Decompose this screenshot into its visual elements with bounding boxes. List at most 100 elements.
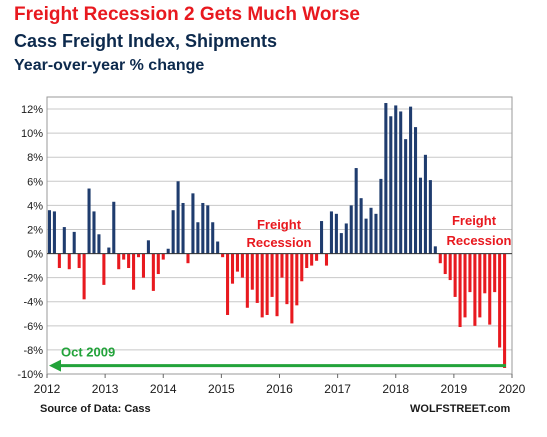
bar	[290, 253, 294, 324]
bar	[329, 211, 333, 254]
bar	[468, 253, 472, 293]
bar	[463, 253, 467, 318]
bar	[404, 139, 408, 254]
bar	[364, 218, 368, 254]
bar	[285, 253, 289, 305]
bar	[230, 253, 235, 284]
x-tick-label: 2017	[324, 382, 351, 396]
bar	[295, 253, 299, 306]
bar	[211, 222, 215, 254]
bar	[132, 253, 136, 290]
bar	[141, 253, 145, 278]
bar	[315, 253, 319, 261]
bar	[443, 253, 447, 275]
chart-subtitle: Cass Freight Index, Shipments	[14, 31, 278, 51]
bar	[409, 106, 413, 254]
bar	[201, 202, 205, 254]
recession-annotation: Freight	[452, 213, 497, 228]
x-tick-label: 2019	[441, 382, 468, 396]
bar	[117, 253, 121, 270]
bar	[369, 207, 373, 254]
bar	[57, 253, 61, 269]
bar	[226, 253, 230, 315]
bar	[374, 213, 378, 254]
bar	[250, 253, 254, 290]
chart-unit-label: Year-over-year % change	[14, 57, 205, 74]
bar	[216, 241, 220, 254]
bar	[423, 154, 427, 254]
bar	[166, 248, 170, 254]
bar	[72, 231, 76, 254]
y-tick-label: 6%	[27, 176, 43, 188]
bar	[161, 253, 165, 260]
bar	[324, 253, 329, 266]
bar	[245, 253, 249, 308]
bar	[458, 253, 462, 328]
bar	[102, 253, 106, 285]
bar	[334, 213, 338, 254]
bar	[320, 221, 324, 254]
y-tick-label: -2%	[23, 273, 43, 285]
recession-annotation: Recession	[446, 233, 511, 248]
y-tick-label: 2%	[27, 224, 43, 236]
bar	[107, 247, 111, 254]
y-tick-label: -6%	[23, 321, 43, 333]
y-tick-label: -8%	[23, 345, 43, 357]
y-tick-label: 10%	[21, 128, 43, 140]
bar	[47, 210, 52, 254]
chart-title: Freight Recession 2 Gets Much Worse	[14, 4, 360, 25]
recession-annotation: Recession	[246, 235, 311, 250]
x-tick-label: 2018	[382, 382, 409, 396]
bar	[379, 178, 383, 254]
bar	[503, 253, 507, 368]
bar	[127, 253, 131, 269]
y-tick-label: 4%	[27, 200, 43, 212]
x-tick-label: 2020	[499, 382, 526, 396]
bar	[196, 222, 200, 254]
bar	[493, 253, 497, 293]
bar	[359, 198, 363, 254]
bar	[171, 210, 175, 254]
bar	[280, 253, 284, 278]
bar	[92, 211, 96, 254]
bar	[151, 253, 155, 291]
bar	[82, 253, 86, 300]
bar	[255, 253, 259, 303]
bar	[270, 253, 274, 297]
bar	[191, 193, 195, 254]
brand-label: WOLFSTREET.com	[410, 403, 511, 415]
bar	[389, 116, 393, 254]
bar	[483, 253, 487, 294]
bar	[265, 253, 269, 315]
y-tick-label: 12%	[21, 104, 43, 116]
y-tick-label: 8%	[27, 152, 43, 164]
bar	[414, 127, 418, 254]
bar	[186, 253, 190, 264]
recession-annotation: Freight	[257, 217, 302, 232]
bar	[453, 253, 457, 297]
y-tick-label: 0%	[27, 249, 43, 261]
bar	[275, 253, 279, 317]
x-tick-label: 2014	[150, 382, 177, 396]
bar	[77, 253, 81, 269]
bar	[156, 253, 160, 275]
bar	[488, 253, 492, 325]
bar	[305, 253, 309, 269]
bar	[418, 177, 423, 254]
x-tick-label: 2013	[92, 382, 119, 396]
bar	[206, 205, 210, 254]
bar	[235, 253, 239, 272]
y-tick-label: -4%	[23, 297, 43, 309]
bar	[433, 246, 437, 254]
bar	[428, 180, 432, 254]
bar	[448, 253, 452, 281]
bar	[498, 253, 502, 348]
oct-2009-label: Oct 2009	[61, 345, 115, 360]
bar	[478, 253, 482, 318]
bar	[399, 111, 403, 254]
bar	[354, 168, 358, 254]
bar	[176, 181, 180, 254]
bar	[221, 253, 225, 258]
bar	[146, 240, 150, 254]
